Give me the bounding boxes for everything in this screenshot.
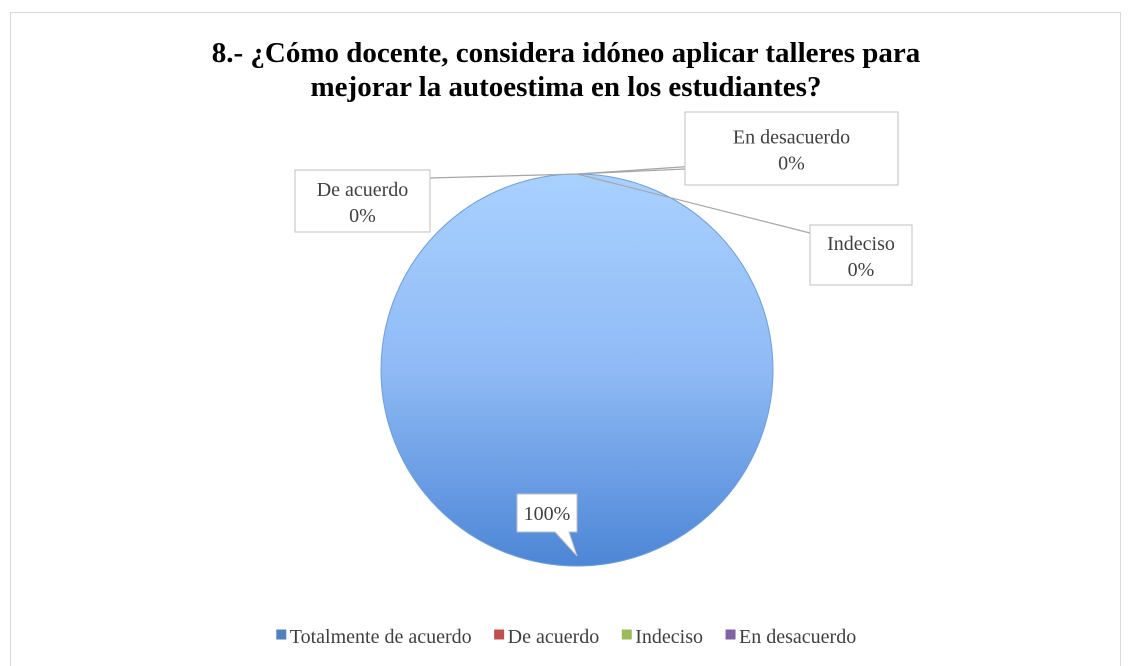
legend-swatch xyxy=(493,628,506,641)
leader-line xyxy=(576,168,686,175)
data-label: 0% xyxy=(848,259,875,281)
chart-title: 8.- ¿Cómo docente, considera idóneo apli… xyxy=(211,37,921,103)
data-label: 0% xyxy=(349,205,376,227)
data-label-box xyxy=(516,493,578,557)
chart-border xyxy=(10,12,1121,666)
leader-line xyxy=(429,173,578,179)
data-label-name: Indeciso xyxy=(827,233,895,255)
data-label-name: En desacuerdo xyxy=(733,127,850,149)
data-label-box xyxy=(294,169,431,233)
legend-label: Totalmente de acuerdo xyxy=(290,626,472,648)
legend-label: De acuerdo xyxy=(508,626,600,648)
data-label-box xyxy=(684,111,899,186)
data-label-box xyxy=(809,224,913,286)
legend-label: En desacuerdo xyxy=(739,626,856,648)
leader-line xyxy=(576,173,811,234)
legend-swatch xyxy=(724,628,737,641)
data-label: 0% xyxy=(778,153,805,175)
legend-swatch xyxy=(620,628,633,641)
data-label: 100% xyxy=(524,503,571,525)
legend-label: Indeciso xyxy=(635,626,703,648)
data-label-name: De acuerdo xyxy=(317,179,409,201)
legend-swatch xyxy=(275,628,288,641)
